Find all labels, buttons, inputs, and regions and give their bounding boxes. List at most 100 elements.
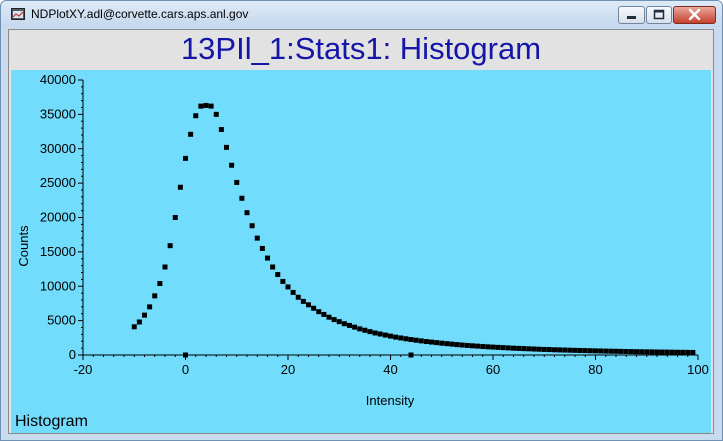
x-tick-label: 100 xyxy=(687,362,709,377)
data-point xyxy=(608,348,614,354)
data-point xyxy=(505,345,511,351)
data-point xyxy=(623,348,629,354)
data-point xyxy=(634,349,639,355)
status-label: Histogram xyxy=(15,413,88,430)
data-point xyxy=(567,347,573,353)
histogram-chart[interactable]: -20 0 20 40 60 80 1000500010000150002000025000… xyxy=(11,70,711,433)
data-point xyxy=(552,347,557,353)
data-point xyxy=(536,346,542,352)
data-point xyxy=(495,344,501,350)
close-button[interactable] xyxy=(673,6,716,24)
y-tick-label: 35000 xyxy=(40,106,76,121)
data-point xyxy=(239,195,245,201)
data-point xyxy=(388,333,393,339)
data-point xyxy=(398,335,404,341)
data-point xyxy=(254,235,260,241)
x-axis-label: Intensity xyxy=(366,393,415,408)
data-point xyxy=(259,245,265,251)
data-point xyxy=(162,264,168,270)
data-point xyxy=(213,111,219,117)
data-point xyxy=(316,309,322,315)
data-point xyxy=(229,162,235,168)
data-point xyxy=(244,210,250,216)
data-point xyxy=(434,340,440,346)
data-point xyxy=(357,326,363,332)
data-point xyxy=(152,293,158,299)
data-point xyxy=(449,341,455,347)
data-point xyxy=(470,343,475,349)
data-point xyxy=(675,349,680,355)
data-point xyxy=(511,345,516,351)
window-title: NDPlotXY.adl@corvette.cars.aps.anl.gov xyxy=(31,7,249,21)
data-point xyxy=(690,349,696,355)
data-point xyxy=(562,347,568,353)
data-point xyxy=(557,347,563,353)
data-point xyxy=(531,346,537,352)
y-tick-label: 0 xyxy=(69,347,76,362)
data-point xyxy=(593,348,598,354)
data-point xyxy=(341,321,347,327)
data-point xyxy=(475,343,481,349)
chart-points xyxy=(131,102,696,358)
data-point xyxy=(618,348,624,354)
y-tick-label: 30000 xyxy=(40,141,76,156)
data-point xyxy=(577,347,583,353)
data-point xyxy=(377,331,383,337)
data-point xyxy=(403,336,409,342)
data-point xyxy=(295,294,301,300)
y-tick-label: 5000 xyxy=(47,313,76,328)
data-point xyxy=(336,319,342,325)
data-point xyxy=(480,343,486,349)
data-point xyxy=(393,334,399,340)
data-point xyxy=(157,281,163,286)
data-point xyxy=(306,302,311,308)
y-tick-label: 20000 xyxy=(40,210,76,225)
data-point xyxy=(203,102,209,108)
x-tick-label: 60 xyxy=(486,362,500,377)
data-point xyxy=(485,344,491,350)
x-tick-label: 40 xyxy=(383,362,397,377)
data-point xyxy=(382,332,388,338)
data-point xyxy=(183,155,188,161)
close-icon xyxy=(688,8,701,21)
data-point xyxy=(521,346,527,352)
x-tick-label: 20 xyxy=(281,362,295,377)
maximize-button[interactable] xyxy=(646,6,672,24)
data-point xyxy=(516,345,522,351)
data-point xyxy=(131,324,137,330)
data-point xyxy=(644,349,650,355)
data-point xyxy=(311,305,317,311)
data-point xyxy=(664,349,670,355)
data-point xyxy=(680,349,686,355)
chart-tick-labels: -20 0 20 40 60 80 1000500010000150002000025000… xyxy=(40,72,709,377)
minimize-button[interactable] xyxy=(618,6,645,24)
minimize-icon xyxy=(627,16,636,19)
data-point xyxy=(587,348,593,354)
data-point xyxy=(649,349,655,355)
data-point xyxy=(418,338,424,344)
data-point xyxy=(234,179,240,185)
data-point xyxy=(659,349,665,355)
y-axis-label: Counts xyxy=(16,225,31,267)
data-point xyxy=(193,113,199,119)
data-point xyxy=(500,345,506,351)
data-point xyxy=(654,349,660,355)
data-point xyxy=(408,352,414,358)
data-point xyxy=(669,349,675,355)
data-point xyxy=(685,349,691,355)
y-tick-label: 40000 xyxy=(40,72,76,87)
data-point xyxy=(280,278,286,284)
data-point xyxy=(408,337,414,343)
data-point xyxy=(541,346,547,352)
data-point xyxy=(613,348,619,354)
chart-axes xyxy=(78,79,699,360)
title-bar[interactable]: NDPlotXY.adl@corvette.cars.aps.anl.gov xyxy=(1,1,722,27)
data-point xyxy=(347,322,352,328)
plot-area[interactable]: -20 0 20 40 60 80 100 0 5000 10000 15000 20000 25000… xyxy=(11,70,711,433)
data-point xyxy=(249,223,255,229)
data-point xyxy=(270,264,276,270)
data-point xyxy=(639,349,645,355)
data-point xyxy=(352,324,358,330)
data-point xyxy=(372,330,378,336)
data-point xyxy=(183,352,188,358)
